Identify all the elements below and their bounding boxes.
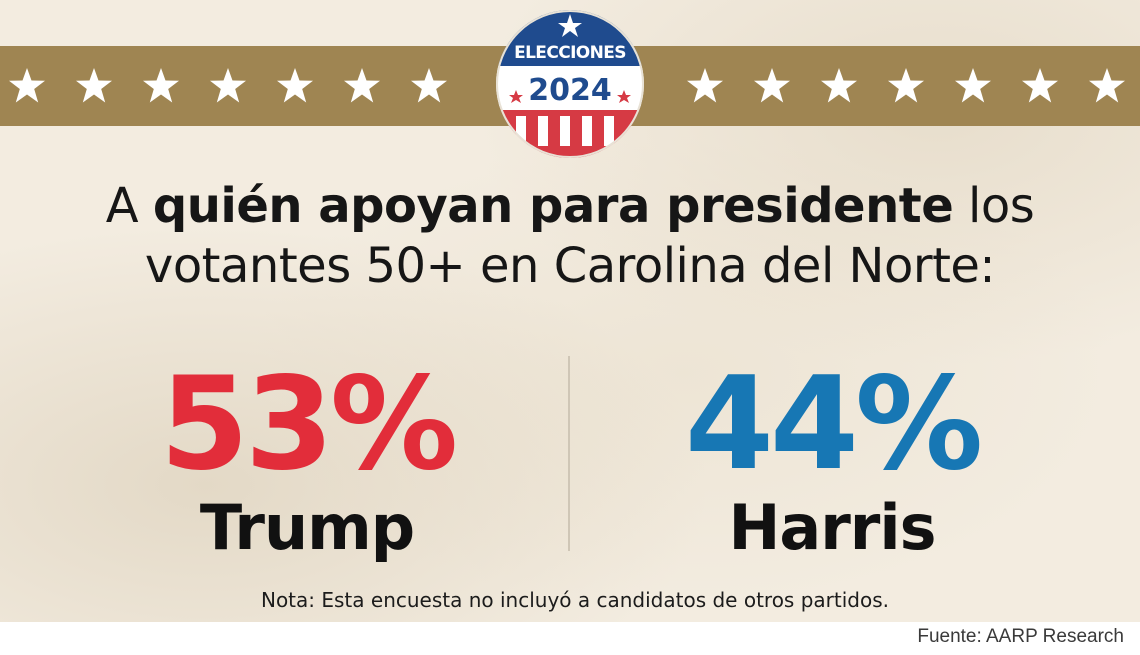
center-divider [568,356,570,551]
harris-label: Harris [728,491,936,564]
headline: A quién apoyan para presidente los votan… [0,176,1140,296]
band-star-icon [344,68,380,103]
band-star-icon [411,68,447,103]
infographic-card: ELECCIONES 2024 A quién apoyan para pres… [0,0,1140,622]
band-star-icon [1022,68,1058,103]
badge-title: ELECCIONES [514,43,626,63]
band-star-icon [210,68,246,103]
badge-star-right-icon [617,90,631,103]
badge-star-left-icon [509,90,523,103]
headline-bold: quién apoyan para presidente [152,178,954,234]
headline-part-2: los [953,178,1035,234]
harris-percent: 44% [684,350,983,499]
band-star-icon [888,68,924,103]
headline-line-1: A quién apoyan para presidente los [0,176,1140,236]
band-star-icon [9,68,45,103]
band-star-icon [76,68,112,103]
band-star-icon [143,68,179,103]
footnote: Nota: Esta encuesta no incluyó a candida… [260,588,889,612]
badge-star-icon [558,14,582,37]
trump-percent: 53% [159,350,458,499]
band-star-icon [955,68,991,103]
band-star-icon [821,68,857,103]
headline-line-2: votantes 50+ en Carolina del Norte: [144,238,996,294]
band-star-icon [277,68,313,103]
elecciones-2024-badge: ELECCIONES 2024 [496,10,644,158]
band-star-icon [754,68,790,103]
band-star-icon [687,68,723,103]
trump-label: Trump [199,491,415,564]
band-star-icon [1089,68,1125,103]
badge-year: 2024 [528,73,612,108]
source-credit: Fuente: AARP Research [917,626,1124,647]
headline-part-1: A [105,178,153,234]
